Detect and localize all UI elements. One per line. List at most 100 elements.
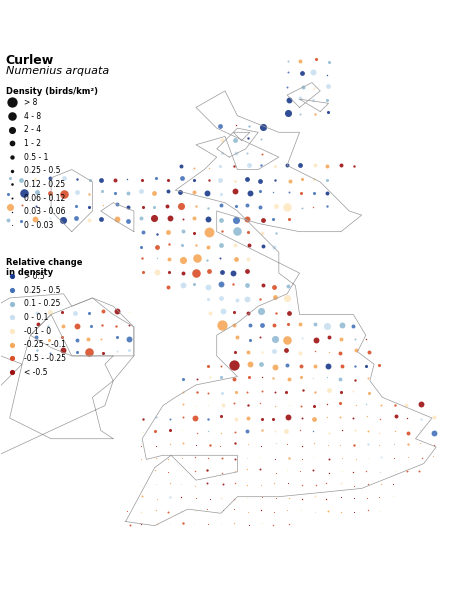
Point [376,361,383,370]
Text: 0.1 - 0.25: 0.1 - 0.25 [24,299,61,308]
Point [284,319,291,329]
Point [206,372,213,382]
Point [179,438,186,448]
Point [257,134,265,143]
Point [389,479,396,488]
Point [270,521,277,530]
Point [311,414,318,424]
Point [190,163,197,173]
Point [311,362,319,371]
Point [8,221,15,230]
Point [298,401,305,410]
Point [365,347,372,357]
Point [18,175,25,185]
Point [352,454,359,464]
Point [272,439,279,448]
Point [336,412,343,422]
Point [180,518,187,528]
Point [166,425,174,435]
Point [8,98,15,107]
Point [60,189,67,199]
Point [245,227,252,237]
Point [257,480,265,490]
Point [8,166,15,176]
Point [245,520,252,530]
Point [217,518,225,528]
Point [271,454,279,464]
Point [218,293,225,302]
Point [259,425,266,435]
Point [140,427,147,437]
Point [217,189,224,199]
Point [138,491,145,501]
Point [180,280,187,289]
Point [324,373,331,382]
Text: 2 - 4: 2 - 4 [24,125,41,134]
Point [84,334,91,343]
Point [217,175,224,185]
Point [140,227,147,236]
Point [338,387,345,397]
Point [98,320,105,329]
Point [124,188,131,198]
Point [7,202,14,212]
Point [166,478,174,488]
Point [310,188,317,198]
Point [217,280,225,289]
Point [231,187,239,196]
Point [297,188,304,197]
Point [299,333,306,343]
Point [351,161,358,171]
Point [338,493,345,502]
Point [178,173,185,183]
Point [205,214,212,224]
Point [312,54,319,64]
Point [324,399,331,409]
Point [164,175,171,185]
Point [352,401,360,410]
Point [47,188,54,198]
Point [203,505,211,514]
Point [74,321,81,331]
Point [180,214,187,224]
Point [152,479,159,488]
Point [153,242,160,252]
Point [153,412,160,422]
Point [286,176,293,185]
Point [8,207,15,217]
Point [231,454,239,464]
Point [391,426,398,436]
Point [204,203,212,212]
Point [377,479,384,489]
Point [297,506,304,515]
Point [46,202,54,211]
Point [47,307,54,317]
Point [166,239,173,249]
Point [8,112,15,121]
Point [337,508,344,517]
Point [244,400,252,409]
Point [310,439,317,448]
Point [72,201,80,211]
Point [8,179,15,189]
Point [285,308,292,317]
Point [85,308,92,317]
Point [205,427,212,436]
Point [232,215,239,225]
Point [206,163,213,172]
Point [392,400,399,410]
Point [351,425,358,434]
Point [312,335,319,344]
Text: Relative change
in density: Relative change in density [5,258,82,277]
Point [351,361,358,371]
Point [190,214,198,223]
Point [352,346,360,355]
Point [205,227,212,237]
Point [284,439,291,449]
Point [34,346,41,355]
Point [152,453,159,463]
Point [192,241,199,250]
Point [166,519,173,529]
Point [324,440,332,449]
Point [205,400,212,410]
